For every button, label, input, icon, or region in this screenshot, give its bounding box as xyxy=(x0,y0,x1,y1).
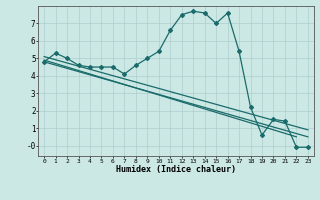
X-axis label: Humidex (Indice chaleur): Humidex (Indice chaleur) xyxy=(116,165,236,174)
